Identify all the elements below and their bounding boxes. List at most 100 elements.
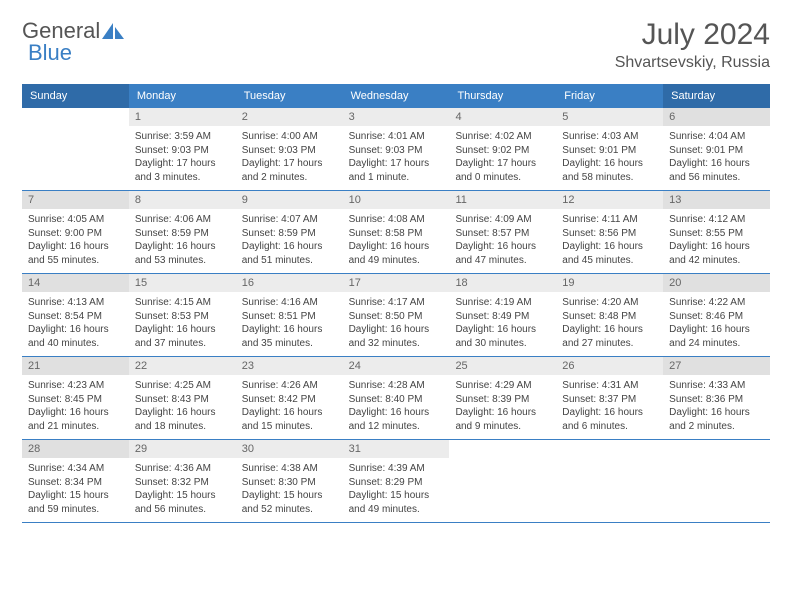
day-cell-9: 9Sunrise: 4:07 AMSunset: 8:59 PMDaylight… bbox=[236, 191, 343, 273]
day-cell-26: 26Sunrise: 4:31 AMSunset: 8:37 PMDayligh… bbox=[556, 357, 663, 439]
sunrise-line: Sunrise: 4:23 AM bbox=[28, 379, 123, 393]
sunset-line: Sunset: 8:37 PM bbox=[562, 393, 657, 407]
day-cell-16: 16Sunrise: 4:16 AMSunset: 8:51 PMDayligh… bbox=[236, 274, 343, 356]
weekday-sunday: Sunday bbox=[22, 84, 129, 108]
sunrise-line: Sunrise: 4:08 AM bbox=[349, 213, 444, 227]
day-cell-28: 28Sunrise: 4:34 AMSunset: 8:34 PMDayligh… bbox=[22, 440, 129, 522]
empty-cell bbox=[663, 440, 770, 522]
day-cell-8: 8Sunrise: 4:06 AMSunset: 8:59 PMDaylight… bbox=[129, 191, 236, 273]
day-body: Sunrise: 4:26 AMSunset: 8:42 PMDaylight:… bbox=[236, 375, 343, 439]
day-number: 8 bbox=[129, 191, 236, 209]
day-body: Sunrise: 4:02 AMSunset: 9:02 PMDaylight:… bbox=[449, 126, 556, 190]
sunrise-line: Sunrise: 4:33 AM bbox=[669, 379, 764, 393]
sunset-line: Sunset: 8:40 PM bbox=[349, 393, 444, 407]
sunrise-line: Sunrise: 4:11 AM bbox=[562, 213, 657, 227]
daylight-line: Daylight: 16 hours and 49 minutes. bbox=[349, 240, 444, 267]
sunset-line: Sunset: 8:55 PM bbox=[669, 227, 764, 241]
sunset-line: Sunset: 8:43 PM bbox=[135, 393, 230, 407]
sunrise-line: Sunrise: 3:59 AM bbox=[135, 130, 230, 144]
weekday-tuesday: Tuesday bbox=[236, 84, 343, 108]
sunrise-line: Sunrise: 4:00 AM bbox=[242, 130, 337, 144]
daylight-line: Daylight: 16 hours and 45 minutes. bbox=[562, 240, 657, 267]
day-number: 26 bbox=[556, 357, 663, 375]
daylight-line: Daylight: 16 hours and 27 minutes. bbox=[562, 323, 657, 350]
weekday-thursday: Thursday bbox=[449, 84, 556, 108]
week-row: 1Sunrise: 3:59 AMSunset: 9:03 PMDaylight… bbox=[22, 108, 770, 191]
day-number: 5 bbox=[556, 108, 663, 126]
day-cell-11: 11Sunrise: 4:09 AMSunset: 8:57 PMDayligh… bbox=[449, 191, 556, 273]
sunset-line: Sunset: 8:59 PM bbox=[135, 227, 230, 241]
day-body: Sunrise: 4:12 AMSunset: 8:55 PMDaylight:… bbox=[663, 209, 770, 273]
day-cell-30: 30Sunrise: 4:38 AMSunset: 8:30 PMDayligh… bbox=[236, 440, 343, 522]
day-number: 22 bbox=[129, 357, 236, 375]
sunset-line: Sunset: 8:34 PM bbox=[28, 476, 123, 490]
sunrise-line: Sunrise: 4:04 AM bbox=[669, 130, 764, 144]
day-number: 14 bbox=[22, 274, 129, 292]
day-cell-27: 27Sunrise: 4:33 AMSunset: 8:36 PMDayligh… bbox=[663, 357, 770, 439]
day-number: 11 bbox=[449, 191, 556, 209]
day-number: 4 bbox=[449, 108, 556, 126]
sunset-line: Sunset: 8:59 PM bbox=[242, 227, 337, 241]
daylight-line: Daylight: 16 hours and 37 minutes. bbox=[135, 323, 230, 350]
sunrise-line: Sunrise: 4:22 AM bbox=[669, 296, 764, 310]
day-cell-25: 25Sunrise: 4:29 AMSunset: 8:39 PMDayligh… bbox=[449, 357, 556, 439]
logo-text-blue: Blue bbox=[28, 40, 72, 65]
day-cell-6: 6Sunrise: 4:04 AMSunset: 9:01 PMDaylight… bbox=[663, 108, 770, 190]
daylight-line: Daylight: 16 hours and 18 minutes. bbox=[135, 406, 230, 433]
sunset-line: Sunset: 8:32 PM bbox=[135, 476, 230, 490]
day-number: 15 bbox=[129, 274, 236, 292]
day-number: 21 bbox=[22, 357, 129, 375]
day-body: Sunrise: 4:07 AMSunset: 8:59 PMDaylight:… bbox=[236, 209, 343, 273]
daylight-line: Daylight: 16 hours and 15 minutes. bbox=[242, 406, 337, 433]
day-number: 6 bbox=[663, 108, 770, 126]
day-number: 30 bbox=[236, 440, 343, 458]
day-number: 13 bbox=[663, 191, 770, 209]
sunrise-line: Sunrise: 4:36 AM bbox=[135, 462, 230, 476]
day-number: 25 bbox=[449, 357, 556, 375]
daylight-line: Daylight: 16 hours and 56 minutes. bbox=[669, 157, 764, 184]
day-body: Sunrise: 4:36 AMSunset: 8:32 PMDaylight:… bbox=[129, 458, 236, 522]
daylight-line: Daylight: 16 hours and 53 minutes. bbox=[135, 240, 230, 267]
sunrise-line: Sunrise: 4:19 AM bbox=[455, 296, 550, 310]
sunset-line: Sunset: 8:58 PM bbox=[349, 227, 444, 241]
location-label: Shvartsevskiy, Russia bbox=[615, 54, 770, 72]
sunset-line: Sunset: 8:45 PM bbox=[28, 393, 123, 407]
day-body: Sunrise: 4:06 AMSunset: 8:59 PMDaylight:… bbox=[129, 209, 236, 273]
day-cell-21: 21Sunrise: 4:23 AMSunset: 8:45 PMDayligh… bbox=[22, 357, 129, 439]
sunrise-line: Sunrise: 4:16 AM bbox=[242, 296, 337, 310]
sunset-line: Sunset: 9:03 PM bbox=[242, 144, 337, 158]
daylight-line: Daylight: 17 hours and 0 minutes. bbox=[455, 157, 550, 184]
day-number: 28 bbox=[22, 440, 129, 458]
day-cell-20: 20Sunrise: 4:22 AMSunset: 8:46 PMDayligh… bbox=[663, 274, 770, 356]
day-cell-4: 4Sunrise: 4:02 AMSunset: 9:02 PMDaylight… bbox=[449, 108, 556, 190]
day-number: 24 bbox=[343, 357, 450, 375]
sunrise-line: Sunrise: 4:38 AM bbox=[242, 462, 337, 476]
page-header: General July 2024 Shvartsevskiy, Russia bbox=[22, 18, 770, 72]
day-body: Sunrise: 4:34 AMSunset: 8:34 PMDaylight:… bbox=[22, 458, 129, 522]
day-cell-31: 31Sunrise: 4:39 AMSunset: 8:29 PMDayligh… bbox=[343, 440, 450, 522]
sunrise-line: Sunrise: 4:15 AM bbox=[135, 296, 230, 310]
day-cell-23: 23Sunrise: 4:26 AMSunset: 8:42 PMDayligh… bbox=[236, 357, 343, 439]
day-cell-13: 13Sunrise: 4:12 AMSunset: 8:55 PMDayligh… bbox=[663, 191, 770, 273]
day-number: 18 bbox=[449, 274, 556, 292]
sunrise-line: Sunrise: 4:02 AM bbox=[455, 130, 550, 144]
sunrise-line: Sunrise: 4:01 AM bbox=[349, 130, 444, 144]
week-row: 14Sunrise: 4:13 AMSunset: 8:54 PMDayligh… bbox=[22, 274, 770, 357]
day-cell-10: 10Sunrise: 4:08 AMSunset: 8:58 PMDayligh… bbox=[343, 191, 450, 273]
daylight-line: Daylight: 16 hours and 42 minutes. bbox=[669, 240, 764, 267]
day-number: 31 bbox=[343, 440, 450, 458]
sunset-line: Sunset: 9:02 PM bbox=[455, 144, 550, 158]
day-body: Sunrise: 4:39 AMSunset: 8:29 PMDaylight:… bbox=[343, 458, 450, 522]
sunset-line: Sunset: 8:36 PM bbox=[669, 393, 764, 407]
day-cell-5: 5Sunrise: 4:03 AMSunset: 9:01 PMDaylight… bbox=[556, 108, 663, 190]
sunrise-line: Sunrise: 4:13 AM bbox=[28, 296, 123, 310]
sunrise-line: Sunrise: 4:03 AM bbox=[562, 130, 657, 144]
sunrise-line: Sunrise: 4:26 AM bbox=[242, 379, 337, 393]
day-body: Sunrise: 4:15 AMSunset: 8:53 PMDaylight:… bbox=[129, 292, 236, 356]
daylight-line: Daylight: 16 hours and 58 minutes. bbox=[562, 157, 657, 184]
sunset-line: Sunset: 8:53 PM bbox=[135, 310, 230, 324]
day-body: Sunrise: 4:23 AMSunset: 8:45 PMDaylight:… bbox=[22, 375, 129, 439]
sunset-line: Sunset: 8:51 PM bbox=[242, 310, 337, 324]
daylight-line: Daylight: 15 hours and 49 minutes. bbox=[349, 489, 444, 516]
day-body: Sunrise: 4:08 AMSunset: 8:58 PMDaylight:… bbox=[343, 209, 450, 273]
